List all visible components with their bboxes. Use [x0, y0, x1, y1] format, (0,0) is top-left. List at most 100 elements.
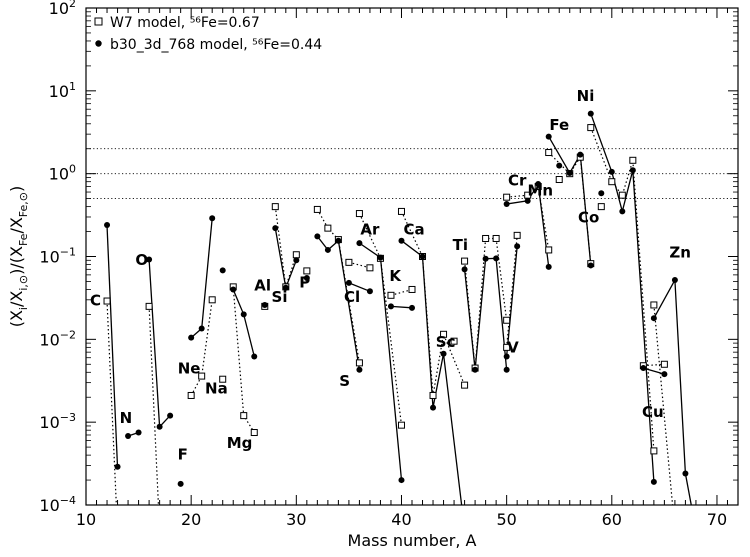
- w7-point: [650, 447, 658, 455]
- b30-point: [135, 429, 142, 436]
- b30-point: [356, 366, 363, 373]
- b30-point: [577, 151, 584, 158]
- b30-point: [167, 412, 174, 419]
- b30-point: [682, 470, 689, 477]
- w7-point: [313, 205, 321, 213]
- y-tick-label: 10−1: [39, 246, 76, 267]
- b30-point: [324, 246, 331, 253]
- w7-point: [397, 207, 405, 215]
- b30-point: [198, 325, 205, 332]
- b30-point: [650, 315, 657, 322]
- w7-point: [345, 258, 353, 266]
- w7-series-line: [190, 299, 213, 396]
- b30-point: [366, 288, 373, 295]
- b30-point: [335, 237, 342, 244]
- b30-point: [629, 167, 636, 174]
- w7-point: [103, 297, 111, 305]
- y-tick-label: 101: [49, 80, 76, 101]
- b30-point: [156, 423, 163, 430]
- w7-point: [503, 343, 511, 351]
- element-label-sc: Sc: [436, 333, 456, 351]
- legend-w7-label: W7 model, ⁵⁶Fe=0.67: [110, 15, 260, 31]
- element-label-mn: Mn: [527, 181, 553, 199]
- b30-point: [619, 208, 626, 215]
- b30-point: [482, 255, 489, 262]
- b30-point: [314, 233, 321, 240]
- w7-point: [450, 337, 458, 345]
- w7-point: [440, 330, 448, 338]
- legend-b30-label: b30_3d_768 model, ⁵⁶Fe=0.44: [110, 37, 322, 53]
- x-tick-label: 50: [496, 510, 516, 529]
- b30-point: [177, 480, 184, 487]
- legend-layer: W7 model, ⁵⁶Fe=0.67 b30_3d_768 model, ⁵⁶F…: [94, 15, 322, 53]
- b30-point: [598, 190, 605, 197]
- w7-point: [324, 224, 332, 232]
- element-label-k: K: [389, 267, 402, 285]
- reference-lines-layer: [86, 148, 738, 200]
- w7-point: [482, 234, 490, 242]
- element-label-na: Na: [205, 380, 228, 398]
- x-tick-label: 30: [286, 510, 306, 529]
- b30-point: [409, 304, 415, 311]
- w7-series-line: [148, 306, 160, 505]
- element-label-ni: Ni: [577, 87, 595, 105]
- y-tick-label: 100: [49, 163, 76, 184]
- b30-point: [440, 350, 447, 357]
- w7-point: [660, 360, 668, 368]
- element-label-co: Co: [578, 209, 599, 227]
- b30-point: [219, 267, 226, 274]
- w7-point: [492, 234, 500, 242]
- w7-point: [355, 359, 363, 367]
- element-label-ca: Ca: [404, 220, 425, 238]
- w7-point: [292, 251, 300, 259]
- b30-point: [356, 240, 363, 247]
- w7-point: [208, 296, 216, 304]
- b30-point: [303, 275, 310, 282]
- w7-point: [629, 156, 637, 164]
- b30-point: [661, 371, 668, 378]
- b30-point: [587, 110, 594, 117]
- element-label-p: P: [299, 273, 310, 291]
- b30-point: [209, 215, 216, 222]
- w7-point: [555, 176, 563, 184]
- w7-series-line: [506, 185, 550, 250]
- element-label-v: V: [507, 338, 519, 356]
- b30-point: [345, 279, 352, 286]
- y-tick-label: 10−3: [39, 411, 76, 432]
- markers-layer: [103, 110, 689, 487]
- w7-point: [145, 302, 153, 310]
- y-tick-label: 10−2: [39, 328, 76, 349]
- element-label-ti: Ti: [453, 236, 468, 254]
- b30-series-line: [590, 113, 655, 482]
- w7-point: [408, 285, 416, 293]
- w7-point: [503, 316, 511, 324]
- x-tick-label: 70: [707, 510, 727, 529]
- b30-point: [640, 365, 647, 372]
- element-label-cl: Cl: [344, 288, 360, 306]
- b30-point: [545, 263, 552, 270]
- element-label-ar: Ar: [360, 220, 380, 238]
- b30-point: [608, 168, 615, 175]
- w7-series-line: [358, 213, 403, 426]
- b30-point: [461, 266, 468, 273]
- w7-point: [187, 391, 195, 399]
- element-label-o: O: [135, 251, 148, 269]
- b30-point: [240, 311, 247, 318]
- series-lines-layer: [106, 113, 692, 505]
- b30-point: [114, 463, 121, 470]
- b30-series-line: [106, 224, 119, 467]
- b30-point: [503, 353, 510, 360]
- b30-point: [556, 162, 563, 169]
- b30-series-line: [506, 182, 550, 267]
- axes-layer: 10 20 30 40 50 60 70 10−4 10−3 10−2 10−1 100 101 102 M…: [7, 0, 739, 550]
- element-label-n: N: [120, 409, 133, 427]
- w7-point: [545, 246, 553, 254]
- y-tick-label: 102: [49, 0, 76, 18]
- b30-point: [650, 478, 657, 485]
- w7-point: [545, 149, 553, 157]
- b30-point: [503, 366, 510, 373]
- b30-point: [514, 243, 521, 250]
- w7-point: [198, 372, 206, 380]
- y-tick-label: 10−4: [39, 494, 76, 515]
